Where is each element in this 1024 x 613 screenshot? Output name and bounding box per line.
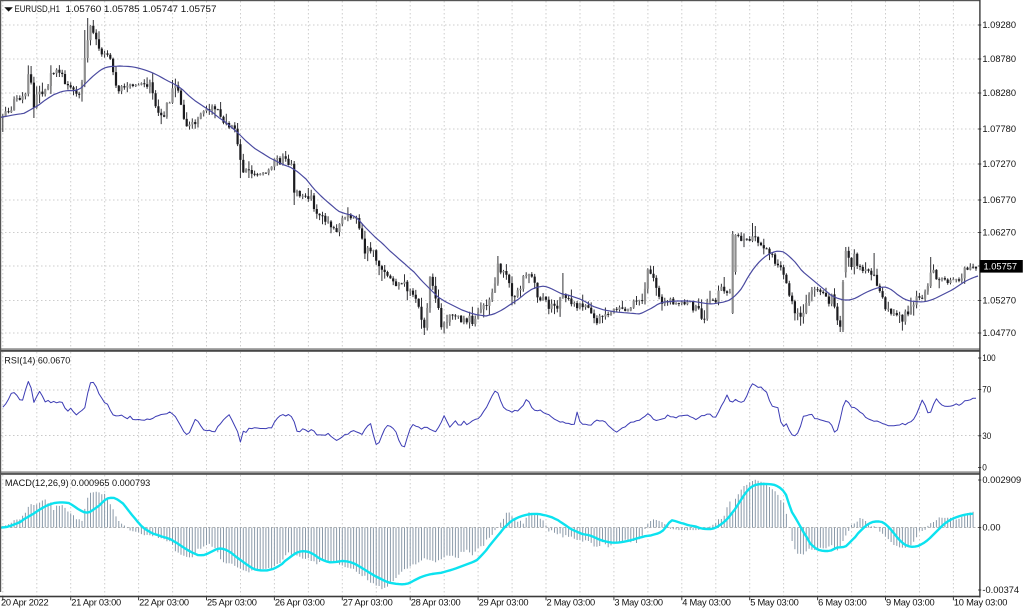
svg-text:4 May 03:00: 4 May 03:00: [682, 598, 730, 608]
svg-text:1.06770: 1.06770: [982, 195, 1016, 205]
svg-text:20 Apr 2022: 20 Apr 2022: [1, 598, 48, 608]
svg-text:5 May 03:00: 5 May 03:00: [750, 598, 798, 608]
svg-text:0.00: 0.00: [982, 523, 1000, 533]
svg-text:1.09280: 1.09280: [982, 20, 1016, 30]
svg-text:EURUSD,H1: EURUSD,H1: [15, 4, 61, 14]
svg-text:21 Apr 03:00: 21 Apr 03:00: [71, 598, 121, 608]
svg-text:1.04770: 1.04770: [982, 328, 1016, 338]
svg-text:1.07780: 1.07780: [982, 124, 1016, 134]
svg-text:26 Apr 03:00: 26 Apr 03:00: [275, 598, 325, 608]
svg-text:RSI(14) 60.0670: RSI(14) 60.0670: [4, 355, 70, 365]
svg-text:1.08280: 1.08280: [982, 88, 1016, 98]
svg-text:1.07270: 1.07270: [982, 159, 1016, 169]
svg-text:-0.00374: -0.00374: [982, 585, 1019, 595]
svg-text:MACD(12,26,9) 0.000965 0.00079: MACD(12,26,9) 0.000965 0.000793: [5, 478, 150, 488]
svg-text:2 May 03:00: 2 May 03:00: [547, 598, 595, 608]
svg-text:6 May 03:00: 6 May 03:00: [818, 598, 866, 608]
svg-text:1.05760 1.05785 1.05747 1.0575: 1.05760 1.05785 1.05747 1.05757: [66, 4, 217, 14]
svg-text:27 Apr 03:00: 27 Apr 03:00: [343, 598, 393, 608]
svg-text:10 May 03:00: 10 May 03:00: [954, 598, 1007, 608]
svg-text:1.08780: 1.08780: [982, 54, 1016, 64]
svg-text:29 Apr 03:00: 29 Apr 03:00: [479, 598, 529, 608]
svg-text:1.05757: 1.05757: [984, 262, 1018, 272]
svg-text:3 May 03:00: 3 May 03:00: [614, 598, 662, 608]
svg-text:1.05270: 1.05270: [982, 296, 1016, 306]
svg-text:22 Apr 03:00: 22 Apr 03:00: [139, 598, 189, 608]
svg-text:100: 100: [982, 353, 996, 363]
svg-text:28 Apr 03:00: 28 Apr 03:00: [411, 598, 461, 608]
svg-text:1.06270: 1.06270: [982, 228, 1016, 238]
svg-text:30: 30: [982, 431, 991, 441]
svg-text:70: 70: [982, 385, 991, 395]
svg-text:0.002909: 0.002909: [982, 475, 1021, 485]
svg-text:25 Apr 03:00: 25 Apr 03:00: [207, 598, 257, 608]
svg-text:9 May 03:00: 9 May 03:00: [886, 598, 934, 608]
svg-text:0: 0: [982, 463, 987, 473]
